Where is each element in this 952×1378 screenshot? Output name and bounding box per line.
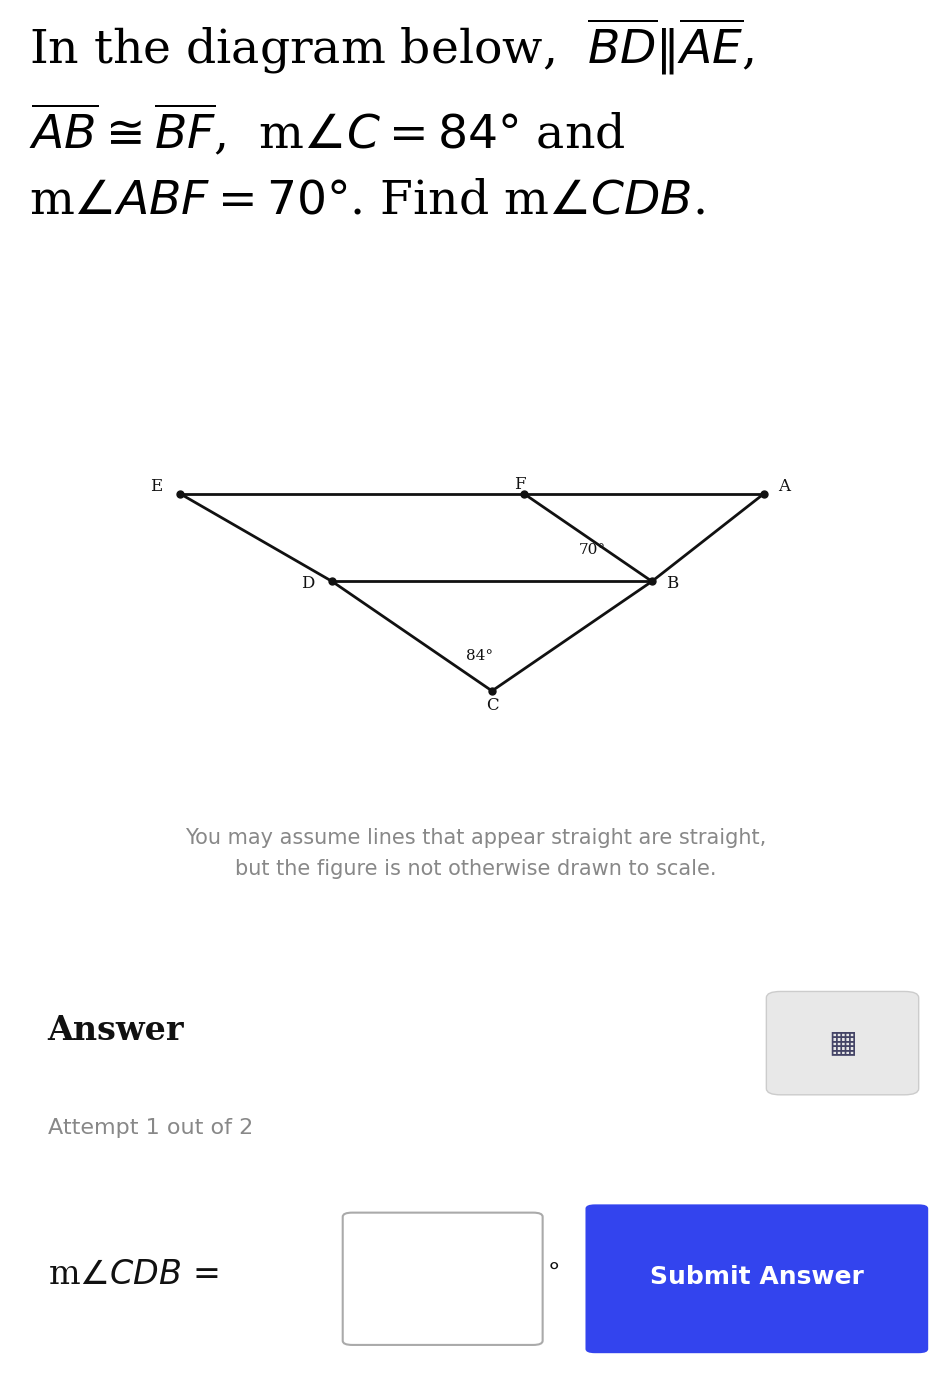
Text: A: A xyxy=(778,478,790,495)
Text: In the diagram below,  $\overline{BD} \| \overline{AE}$,
$\overline{AB} \cong \o: In the diagram below, $\overline{BD} \| … xyxy=(29,17,754,223)
Text: E: E xyxy=(150,478,162,495)
Text: m$\angle CDB$ =: m$\angle CDB$ = xyxy=(48,1258,218,1291)
Text: Attempt 1 out of 2: Attempt 1 out of 2 xyxy=(48,1118,253,1138)
Text: Submit Answer: Submit Answer xyxy=(650,1265,863,1288)
Text: ▦: ▦ xyxy=(828,1028,857,1058)
Text: °: ° xyxy=(547,1264,560,1286)
Text: D: D xyxy=(302,575,315,591)
FancyBboxPatch shape xyxy=(585,1204,928,1353)
Text: B: B xyxy=(665,575,678,591)
Text: 84°: 84° xyxy=(466,649,493,663)
FancyBboxPatch shape xyxy=(343,1213,543,1345)
Text: C: C xyxy=(486,697,498,714)
Text: Answer: Answer xyxy=(48,1014,184,1047)
Text: You may assume lines that appear straight are straight,
but the figure is not ot: You may assume lines that appear straigh… xyxy=(186,828,766,879)
FancyBboxPatch shape xyxy=(766,992,919,1094)
Text: F: F xyxy=(514,477,526,493)
Text: 70°: 70° xyxy=(579,543,605,557)
